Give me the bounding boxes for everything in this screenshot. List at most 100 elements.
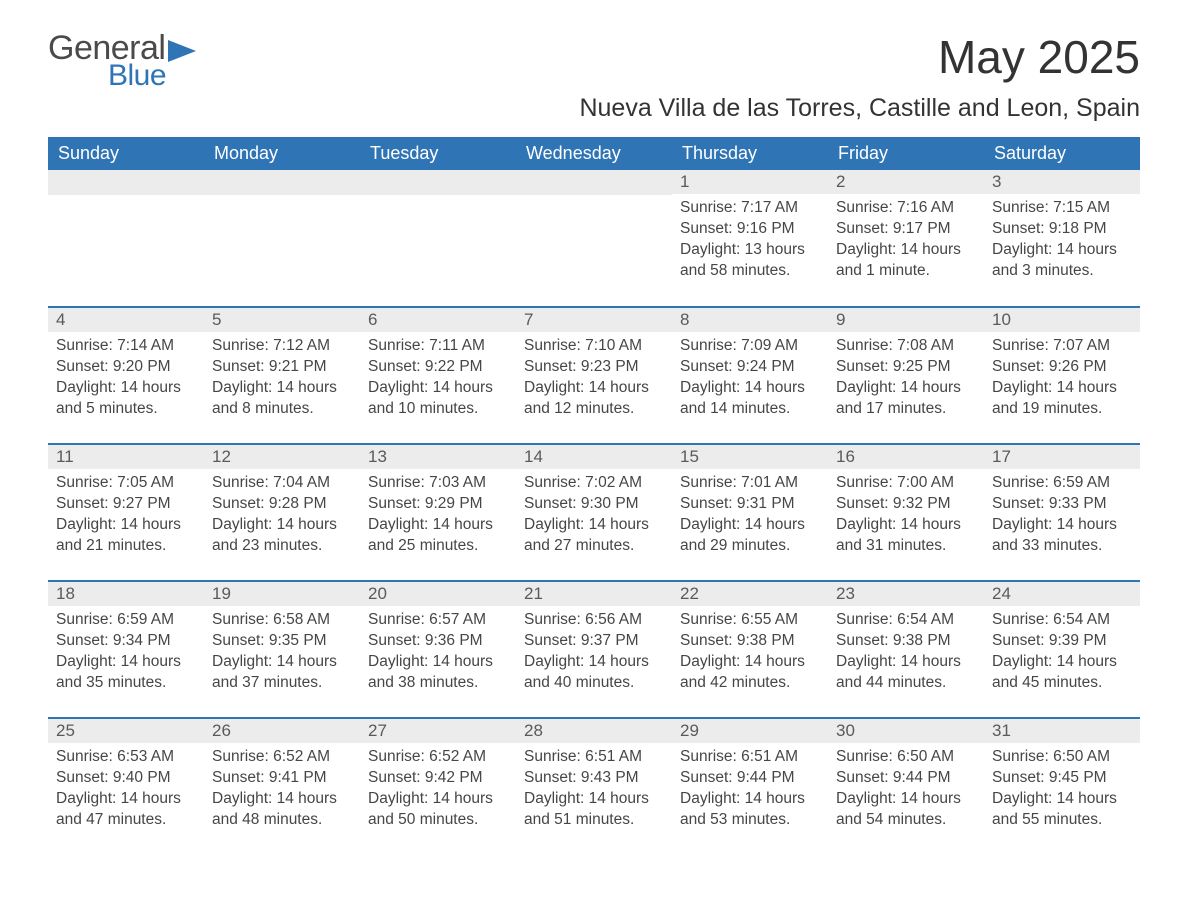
- day-sunset: Sunset: 9:24 PM: [680, 357, 820, 378]
- day-dl2: and 47 minutes.: [56, 810, 196, 831]
- day-dl2: and 37 minutes.: [212, 673, 352, 694]
- day-sunrise: Sunrise: 6:53 AM: [56, 747, 196, 768]
- day-sunrise: Sunrise: 6:59 AM: [56, 610, 196, 631]
- day-data: Sunrise: 6:56 AMSunset: 9:37 PMDaylight:…: [516, 606, 672, 694]
- day-sunrise: Sunrise: 6:51 AM: [680, 747, 820, 768]
- day-number: 7: [516, 308, 672, 332]
- day-dl1: Daylight: 14 hours: [680, 789, 820, 810]
- day-number: 18: [48, 582, 204, 606]
- day-sunset: Sunset: 9:29 PM: [368, 494, 508, 515]
- day-dl2: and 42 minutes.: [680, 673, 820, 694]
- day-dl2: and 19 minutes.: [992, 399, 1132, 420]
- day-sunset: Sunset: 9:41 PM: [212, 768, 352, 789]
- weekday-header: Saturday: [984, 137, 1140, 170]
- day-sunrise: Sunrise: 7:09 AM: [680, 336, 820, 357]
- day-sunset: Sunset: 9:36 PM: [368, 631, 508, 652]
- calendar-day-cell: 28Sunrise: 6:51 AMSunset: 9:43 PMDayligh…: [516, 718, 672, 855]
- weekday-header-row: SundayMondayTuesdayWednesdayThursdayFrid…: [48, 137, 1140, 170]
- day-number: 14: [516, 445, 672, 469]
- day-sunrise: Sunrise: 7:16 AM: [836, 198, 976, 219]
- day-dl1: Daylight: 14 hours: [680, 378, 820, 399]
- day-sunset: Sunset: 9:35 PM: [212, 631, 352, 652]
- day-data: Sunrise: 7:17 AMSunset: 9:16 PMDaylight:…: [672, 194, 828, 282]
- calendar-day-cell: 10Sunrise: 7:07 AMSunset: 9:26 PMDayligh…: [984, 307, 1140, 444]
- calendar-day-cell: 15Sunrise: 7:01 AMSunset: 9:31 PMDayligh…: [672, 444, 828, 581]
- day-number: 29: [672, 719, 828, 743]
- day-dl1: Daylight: 14 hours: [992, 240, 1132, 261]
- day-dl1: Daylight: 14 hours: [56, 378, 196, 399]
- day-dl2: and 40 minutes.: [524, 673, 664, 694]
- day-dl1: Daylight: 14 hours: [992, 515, 1132, 536]
- day-sunrise: Sunrise: 6:59 AM: [992, 473, 1132, 494]
- day-dl2: and 51 minutes.: [524, 810, 664, 831]
- day-sunrise: Sunrise: 7:07 AM: [992, 336, 1132, 357]
- day-sunrise: Sunrise: 7:00 AM: [836, 473, 976, 494]
- day-dl1: Daylight: 14 hours: [836, 378, 976, 399]
- calendar-day-cell: 26Sunrise: 6:52 AMSunset: 9:41 PMDayligh…: [204, 718, 360, 855]
- day-data: Sunrise: 7:00 AMSunset: 9:32 PMDaylight:…: [828, 469, 984, 557]
- day-sunset: Sunset: 9:23 PM: [524, 357, 664, 378]
- day-sunset: Sunset: 9:33 PM: [992, 494, 1132, 515]
- weekday-header: Thursday: [672, 137, 828, 170]
- day-number: 30: [828, 719, 984, 743]
- day-dl2: and 45 minutes.: [992, 673, 1132, 694]
- calendar-week-row: 25Sunrise: 6:53 AMSunset: 9:40 PMDayligh…: [48, 718, 1140, 855]
- day-sunset: Sunset: 9:45 PM: [992, 768, 1132, 789]
- day-number: 19: [204, 582, 360, 606]
- day-sunset: Sunset: 9:16 PM: [680, 219, 820, 240]
- day-dl1: Daylight: 14 hours: [212, 652, 352, 673]
- day-sunrise: Sunrise: 7:04 AM: [212, 473, 352, 494]
- day-sunrise: Sunrise: 7:03 AM: [368, 473, 508, 494]
- calendar-day-cell: 25Sunrise: 6:53 AMSunset: 9:40 PMDayligh…: [48, 718, 204, 855]
- day-number: 2: [828, 170, 984, 194]
- logo-word-blue: Blue: [108, 63, 166, 89]
- day-data: Sunrise: 6:59 AMSunset: 9:34 PMDaylight:…: [48, 606, 204, 694]
- page-title: May 2025: [938, 30, 1140, 84]
- day-dl2: and 25 minutes.: [368, 536, 508, 557]
- day-dl1: Daylight: 14 hours: [524, 378, 664, 399]
- day-data: Sunrise: 7:16 AMSunset: 9:17 PMDaylight:…: [828, 194, 984, 282]
- day-data: Sunrise: 6:57 AMSunset: 9:36 PMDaylight:…: [360, 606, 516, 694]
- day-sunset: Sunset: 9:42 PM: [368, 768, 508, 789]
- day-data: Sunrise: 7:07 AMSunset: 9:26 PMDaylight:…: [984, 332, 1140, 420]
- day-number: 10: [984, 308, 1140, 332]
- day-number: 17: [984, 445, 1140, 469]
- day-number-empty: [516, 170, 672, 195]
- day-data: Sunrise: 7:02 AMSunset: 9:30 PMDaylight:…: [516, 469, 672, 557]
- day-data: Sunrise: 7:01 AMSunset: 9:31 PMDaylight:…: [672, 469, 828, 557]
- day-sunset: Sunset: 9:20 PM: [56, 357, 196, 378]
- day-number: 16: [828, 445, 984, 469]
- day-sunrise: Sunrise: 6:56 AM: [524, 610, 664, 631]
- day-sunrise: Sunrise: 7:05 AM: [56, 473, 196, 494]
- day-data: Sunrise: 6:50 AMSunset: 9:44 PMDaylight:…: [828, 743, 984, 831]
- day-data: Sunrise: 6:54 AMSunset: 9:38 PMDaylight:…: [828, 606, 984, 694]
- calendar-day-cell: 20Sunrise: 6:57 AMSunset: 9:36 PMDayligh…: [360, 581, 516, 718]
- day-dl2: and 1 minute.: [836, 261, 976, 282]
- calendar-week-row: 11Sunrise: 7:05 AMSunset: 9:27 PMDayligh…: [48, 444, 1140, 581]
- day-data: Sunrise: 6:55 AMSunset: 9:38 PMDaylight:…: [672, 606, 828, 694]
- weekday-header: Tuesday: [360, 137, 516, 170]
- day-number: 12: [204, 445, 360, 469]
- day-number: 26: [204, 719, 360, 743]
- calendar-week-row: 1Sunrise: 7:17 AMSunset: 9:16 PMDaylight…: [48, 170, 1140, 307]
- day-number-empty: [204, 170, 360, 195]
- day-number: 23: [828, 582, 984, 606]
- day-sunrise: Sunrise: 7:15 AM: [992, 198, 1132, 219]
- day-dl2: and 17 minutes.: [836, 399, 976, 420]
- day-sunset: Sunset: 9:25 PM: [836, 357, 976, 378]
- day-data: Sunrise: 6:52 AMSunset: 9:41 PMDaylight:…: [204, 743, 360, 831]
- day-data: Sunrise: 7:10 AMSunset: 9:23 PMDaylight:…: [516, 332, 672, 420]
- day-sunset: Sunset: 9:34 PM: [56, 631, 196, 652]
- day-sunrise: Sunrise: 6:58 AM: [212, 610, 352, 631]
- day-dl1: Daylight: 14 hours: [836, 652, 976, 673]
- day-dl2: and 55 minutes.: [992, 810, 1132, 831]
- day-number: 1: [672, 170, 828, 194]
- day-dl1: Daylight: 14 hours: [56, 789, 196, 810]
- location-subtitle: Nueva Villa de las Torres, Castille and …: [48, 94, 1140, 123]
- day-dl2: and 35 minutes.: [56, 673, 196, 694]
- day-data: Sunrise: 7:15 AMSunset: 9:18 PMDaylight:…: [984, 194, 1140, 282]
- day-data: Sunrise: 7:03 AMSunset: 9:29 PMDaylight:…: [360, 469, 516, 557]
- day-sunrise: Sunrise: 7:10 AM: [524, 336, 664, 357]
- day-number: 13: [360, 445, 516, 469]
- day-dl2: and 14 minutes.: [680, 399, 820, 420]
